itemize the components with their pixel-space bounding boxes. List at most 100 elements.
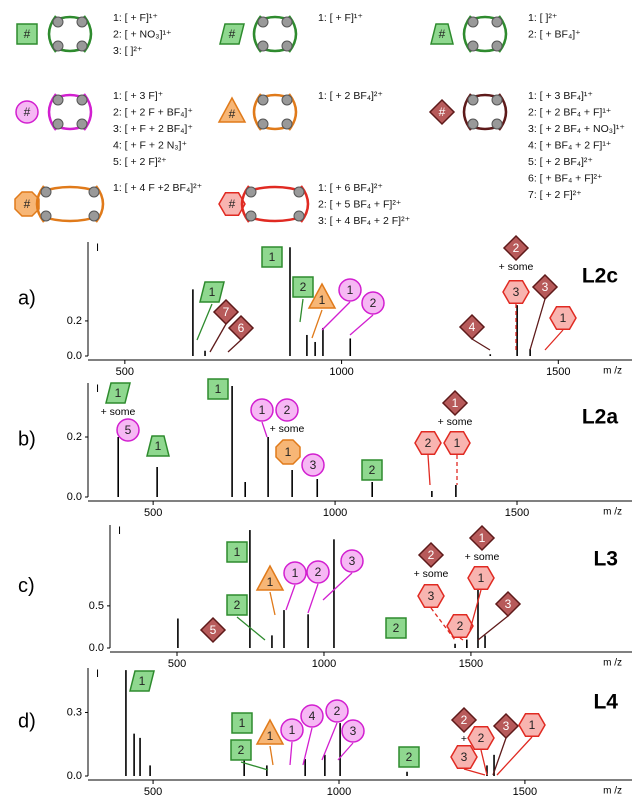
annotation-arrow bbox=[472, 339, 490, 350]
symbol-label: 1 bbox=[479, 531, 486, 545]
annotation-arrow bbox=[530, 299, 545, 350]
symbol-label: 1 bbox=[259, 403, 266, 417]
metal-ion bbox=[246, 187, 256, 197]
metal-ion bbox=[41, 211, 51, 221]
legend-text: 2: [ + 5 BF₄ + F]²⁺ bbox=[318, 198, 402, 210]
metal-ion bbox=[294, 187, 304, 197]
x-tick-label: 500 bbox=[168, 658, 186, 670]
symbol-label: 3 bbox=[513, 285, 520, 299]
symbol-label: 3 bbox=[542, 280, 549, 294]
symbol-label: 2 bbox=[478, 731, 485, 745]
annotation-arrow bbox=[312, 310, 322, 338]
x-tick-label: 1000 bbox=[329, 366, 353, 378]
symbol-label: 1 bbox=[209, 285, 216, 299]
metal-ion bbox=[468, 95, 478, 105]
symbol-label: # bbox=[229, 27, 236, 41]
metal-ion bbox=[53, 95, 63, 105]
symbol-label: 2 bbox=[428, 548, 435, 562]
y-tick-label: 0.3 bbox=[67, 706, 82, 718]
x-axis-label: m /z bbox=[603, 786, 622, 795]
annotation-arrow bbox=[478, 616, 508, 640]
chart-title: L2c bbox=[582, 265, 619, 288]
legend-text: 3: [ + F + 2 BF₄]⁺ bbox=[113, 123, 193, 135]
symbol-label: 1 bbox=[269, 250, 276, 264]
legend-text: 1: [ + F]¹⁺ bbox=[113, 12, 158, 24]
metal-ion bbox=[492, 17, 502, 27]
x-axis-label: m /z bbox=[603, 366, 622, 377]
legend-text: 2: [ + 2 F + BF₄]⁺ bbox=[113, 106, 193, 118]
symbol-label: 2 bbox=[238, 743, 245, 757]
symbol-label: 7 bbox=[223, 305, 230, 319]
panel-label: b) bbox=[18, 428, 36, 450]
symbol-label: 1 bbox=[478, 571, 485, 585]
legend-text: 7: [ + 2 F]²⁺ bbox=[528, 189, 582, 201]
x-axis-label: m /z bbox=[603, 507, 622, 518]
symbol-label: 4 bbox=[469, 320, 476, 334]
annotation-note: + some bbox=[101, 406, 136, 418]
symbol-label: 2 bbox=[406, 750, 413, 764]
legend-text: 3: [ + 2 BF₄ + NO₃]¹⁺ bbox=[528, 123, 625, 135]
metal-ion bbox=[492, 95, 502, 105]
legend-text: 5: [ + 2 BF₄]²⁺ bbox=[528, 156, 593, 168]
legend-text: 6: [ + BF₄ + F]²⁺ bbox=[528, 172, 603, 184]
symbol-label: 2 bbox=[284, 403, 291, 417]
y-axis-label: I bbox=[96, 242, 99, 254]
symbol-label: 1 bbox=[115, 386, 122, 400]
symbol-label: 6 bbox=[238, 321, 245, 335]
chart-title: L3 bbox=[593, 548, 618, 571]
symbol-label: 5 bbox=[125, 423, 132, 437]
symbol-label: 3 bbox=[428, 589, 435, 603]
x-tick-label: 500 bbox=[144, 507, 162, 519]
x-tick-label: 500 bbox=[144, 786, 162, 795]
legend-text: 4: [ + F + 2 N₃]⁺ bbox=[113, 139, 187, 151]
symbol-label: 2 bbox=[513, 241, 520, 255]
symbol-label: 3 bbox=[503, 719, 510, 733]
metal-ion bbox=[41, 187, 51, 197]
x-axis-label: m /z bbox=[603, 658, 622, 669]
legend-text: 3: [ + 4 BF₄ + 2 F]²⁺ bbox=[318, 215, 411, 227]
metal-ion bbox=[294, 211, 304, 221]
x-tick-label: 1500 bbox=[546, 366, 570, 378]
annotation-arrow bbox=[493, 738, 506, 775]
legend-text: 1: [ + 3 BF₄]¹⁺ bbox=[528, 90, 593, 102]
annotation-arrow bbox=[270, 746, 273, 765]
annotation-arrow bbox=[464, 769, 485, 775]
symbol-label: # bbox=[439, 105, 446, 119]
panel-label: a) bbox=[18, 287, 36, 309]
figure: #1: [ + F]¹⁺2: [ + NO₃]¹⁺3: [ ]²⁺#1: [ +… bbox=[0, 0, 643, 795]
metal-ion bbox=[258, 119, 268, 129]
annotation-arrow bbox=[303, 728, 312, 765]
x-tick-label: 1000 bbox=[312, 658, 336, 670]
symbol-label: 1 bbox=[292, 566, 299, 580]
annotation-note: + some bbox=[499, 261, 534, 273]
symbol-label: 5 bbox=[210, 623, 217, 637]
symbol-label: 1 bbox=[234, 545, 241, 559]
metal-ion bbox=[77, 95, 87, 105]
annotation-arrow bbox=[308, 584, 318, 613]
symbol-label: 2 bbox=[334, 704, 341, 718]
legend-text: 5: [ + 2 F]²⁺ bbox=[113, 156, 167, 168]
annotation-arrow bbox=[197, 304, 212, 340]
panel-label: d) bbox=[18, 710, 36, 732]
metal-ion bbox=[468, 17, 478, 27]
x-tick-label: 1500 bbox=[459, 658, 483, 670]
symbol-label: # bbox=[24, 105, 31, 119]
metal-ion bbox=[282, 17, 292, 27]
symbol-label: # bbox=[24, 197, 31, 211]
symbol-label: 2 bbox=[369, 463, 376, 477]
annotation-arrow bbox=[262, 422, 267, 437]
symbol-label: 2 bbox=[234, 598, 241, 612]
symbol-label: # bbox=[439, 27, 446, 41]
annotation-arrow bbox=[290, 742, 292, 765]
legend-text: 1: [ + 2 BF₄]²⁺ bbox=[318, 90, 383, 102]
annotation-arrow bbox=[228, 340, 241, 352]
symbol-label: 3 bbox=[349, 554, 356, 568]
symbol-label: 3 bbox=[350, 724, 357, 738]
annotation-note: + some bbox=[414, 568, 449, 580]
symbol-label: # bbox=[24, 27, 31, 41]
legend-text: 2: [ + BF₄]⁺ bbox=[528, 28, 581, 40]
legend-text: 1: [ ]²⁺ bbox=[528, 12, 558, 24]
annotation-arrow bbox=[270, 592, 275, 615]
y-tick-label: 0.0 bbox=[67, 491, 82, 503]
symbol-label: 1 bbox=[215, 382, 222, 396]
